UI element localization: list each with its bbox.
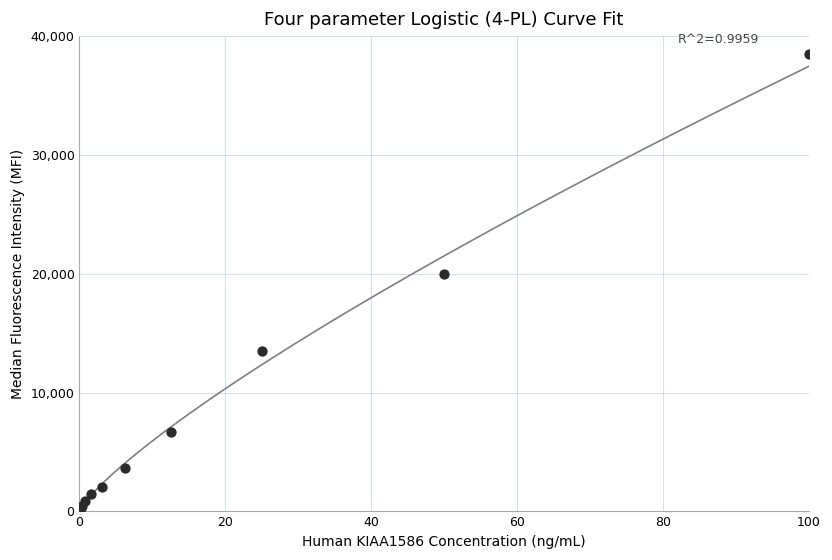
Point [74,504,87,513]
Point [78,496,92,505]
Point [438,269,451,278]
Point [96,482,109,491]
Title: Four parameter Logistic (4-PL) Curve Fit: Four parameter Logistic (4-PL) Curve Fit [265,11,624,29]
Point [76,501,89,510]
Point [118,463,131,472]
Point [802,50,815,59]
Y-axis label: Median Fluorescence Intensity (MFI): Median Fluorescence Intensity (MFI) [11,149,25,399]
Point [73,506,87,515]
Point [164,427,177,436]
Point [84,489,97,498]
X-axis label: Human KIAA1586 Concentration (ng/mL): Human KIAA1586 Concentration (ng/mL) [302,535,586,549]
Text: R^2=0.9959: R^2=0.9959 [677,32,759,46]
Point [255,347,269,356]
